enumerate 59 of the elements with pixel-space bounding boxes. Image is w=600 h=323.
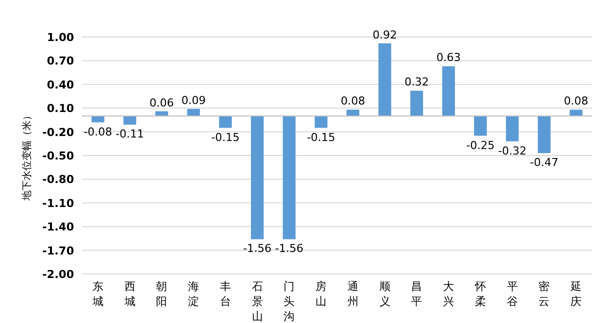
bar (282, 116, 296, 240)
x-tick-label: 房山 (316, 280, 327, 308)
data-label: -0.15 (211, 130, 240, 144)
x-tick-label: 东城 (91, 280, 104, 308)
bar (346, 110, 360, 116)
data-label: 0.63 (436, 51, 461, 64)
x-tick-label: 顺义 (379, 280, 390, 308)
y-tick-label: -0.80 (42, 173, 74, 186)
bar (314, 116, 328, 128)
y-axis-title: 地下水位变幅（米） (21, 110, 33, 202)
bar (219, 116, 232, 128)
data-label: -0.47 (530, 156, 558, 170)
bar (123, 116, 136, 125)
bar (538, 116, 551, 154)
x-tick-label: 大兴 (443, 280, 454, 308)
data-label: 0.92 (372, 28, 398, 42)
x-tick-label: 石景山 (252, 280, 263, 323)
data-label: 0.06 (149, 96, 174, 110)
x-tick-label: 门头沟 (284, 280, 295, 323)
bar (378, 43, 392, 116)
x-tick-label: 丰台 (220, 280, 231, 308)
data-label: -0.11 (116, 128, 144, 141)
x-tick-label: 怀柔 (474, 280, 486, 308)
x-tick-label: 平谷 (506, 280, 518, 308)
bar (92, 116, 104, 122)
y-tick-label: 0.70 (46, 54, 74, 68)
bar (474, 116, 487, 136)
bar (187, 108, 200, 116)
y-tick-label: -0.50 (42, 150, 74, 162)
y-tick-label: 1.00 (46, 31, 74, 44)
y-tick-label: -1.40 (42, 220, 74, 234)
x-tick-label: 通州 (347, 280, 358, 308)
y-tick-label: -2.00 (42, 268, 74, 281)
bar (410, 90, 424, 116)
data-label: 0.08 (564, 94, 588, 108)
x-tick-label: 西城 (123, 280, 136, 308)
x-tick-label: 海淀 (188, 280, 200, 308)
data-label: 0.32 (404, 76, 429, 89)
x-tick-label: 昌平 (411, 280, 422, 308)
data-label: -0.32 (498, 144, 527, 158)
data-label: -1.56 (274, 242, 304, 256)
data-label: -1.56 (243, 242, 272, 256)
y-tick-label: 0.40 (46, 78, 74, 92)
x-tick-label: 朝阳 (156, 280, 168, 308)
x-tick-label: 延庆 (570, 280, 582, 308)
x-tick-label: 密云 (538, 280, 550, 308)
bar (506, 116, 519, 142)
bar (250, 116, 264, 240)
bar (570, 110, 582, 116)
y-tick-label: -1.70 (42, 244, 74, 258)
y-tick-label: -0.20 (42, 126, 74, 139)
bar (442, 66, 455, 116)
data-label: -0.25 (466, 138, 495, 152)
data-label: -0.15 (306, 130, 336, 144)
data-label: 0.09 (181, 94, 206, 107)
data-label: -0.08 (84, 125, 112, 138)
y-tick-label: -1.10 (42, 196, 74, 210)
data-label: 0.08 (340, 94, 366, 108)
y-tick-label: 0.10 (46, 102, 74, 116)
